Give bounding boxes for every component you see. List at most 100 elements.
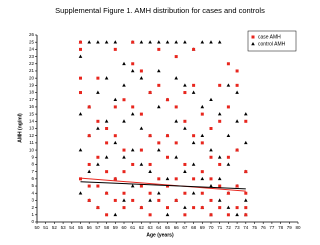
y-tick-label: 4 [31,190,34,195]
point [148,40,152,44]
point [192,206,196,210]
point [244,112,248,116]
x-tick-label: 52 [52,225,58,230]
point [113,177,117,181]
point [87,184,91,188]
point [78,191,83,195]
point [87,105,91,109]
y-tick-label: 2 [31,205,34,210]
point [165,176,170,181]
point [226,83,231,87]
point [79,91,82,95]
x-tick-label: 65 [165,225,171,230]
point [78,148,83,152]
point [244,213,248,217]
point [226,191,230,195]
point [148,162,152,166]
point [122,155,126,159]
point [235,184,239,188]
point [148,213,152,217]
point [209,127,213,130]
point [209,148,213,152]
y-tick-label: 18 [29,90,35,95]
point [157,47,161,51]
point [166,98,169,102]
point [183,83,187,87]
point [183,126,187,130]
point [87,198,91,202]
point [209,97,213,102]
point [131,105,135,109]
point [96,90,100,94]
y-tick-label: 22 [29,61,35,66]
point [104,119,109,123]
point [131,40,135,44]
y-tick-label: 9 [31,154,34,159]
point [166,206,169,210]
point [139,112,143,116]
y-tick-label: 3 [31,198,34,203]
point [200,40,205,44]
y-tick-label: 1 [31,212,34,217]
point [200,112,204,116]
legend-marker [251,35,255,39]
point [96,126,100,130]
point [218,206,222,210]
y-tick-label: 21 [29,68,35,73]
x-tick-label: 63 [148,225,154,230]
y-tick-label: 26 [29,32,35,37]
point [235,90,239,94]
point [122,98,126,102]
point [113,105,117,109]
point [166,184,169,188]
point [200,170,204,174]
point [209,40,213,44]
point [96,184,100,188]
point [174,55,178,59]
point [200,191,204,195]
x-tick-label: 77 [269,225,275,230]
point [200,141,204,145]
point [139,206,143,210]
point [166,155,169,159]
point [191,140,196,145]
point [139,76,144,80]
point [157,40,161,44]
point [139,162,144,166]
point [105,141,109,145]
y-tick-label: 15 [29,111,35,116]
point [217,198,222,202]
point [166,134,169,138]
x-tick-label: 55 [78,225,84,230]
point [122,198,126,202]
x-tick-label: 54 [69,225,75,230]
point [79,177,82,181]
point [209,198,213,202]
x-tick-label: 62 [139,225,145,230]
point [183,40,187,44]
x-tick-label: 75 [252,225,258,230]
point [131,62,135,66]
point [183,119,187,123]
point [191,162,196,166]
point [235,83,239,87]
point [157,104,161,109]
point [105,213,109,217]
x-tick-label: 64 [156,225,162,230]
point [244,198,248,202]
point [218,184,222,188]
point [183,169,187,173]
y-tick-label: 19 [29,83,35,88]
point [122,83,126,87]
x-tick-label: 73 [235,225,241,230]
y-tick-label: 7 [31,169,34,174]
x-tick-label: 67 [182,225,188,230]
legend-label: case AMH [258,34,281,40]
point [209,184,213,188]
point [78,112,83,116]
chart-title: Supplemental Figure 1. AMH distribution … [55,6,265,15]
point [87,162,91,166]
point [157,83,161,87]
y-tick-label: 8 [31,162,34,167]
point [96,40,100,44]
